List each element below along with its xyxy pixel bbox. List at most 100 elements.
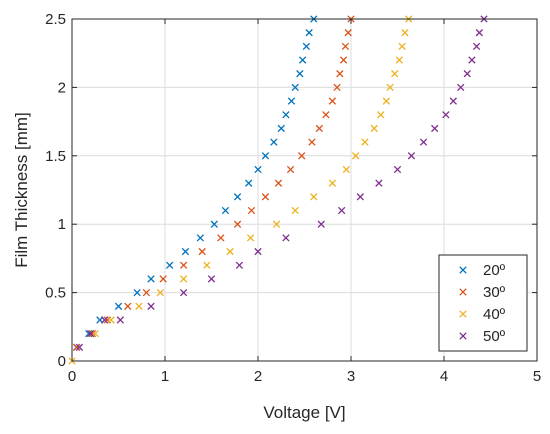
data-point — [124, 302, 132, 310]
marker-stroke — [305, 29, 313, 37]
marker-stroke — [475, 29, 483, 37]
data-point — [72, 343, 81, 351]
legend-marker — [459, 266, 467, 274]
marker-stroke — [375, 179, 383, 187]
legend-label: 40º — [483, 306, 506, 323]
data-point — [375, 179, 383, 187]
marker-stroke — [233, 220, 242, 228]
data-point — [338, 206, 346, 215]
x-tick-label: 3 — [347, 368, 355, 385]
data-point — [351, 152, 360, 160]
marker-stroke — [302, 42, 311, 51]
y-tick-label: 0.5 — [45, 285, 66, 302]
marker-stroke — [386, 83, 394, 92]
x-axis-label: Voltage [V] — [263, 403, 345, 422]
data-point — [272, 220, 281, 228]
marker-stroke — [298, 152, 306, 160]
data-point — [179, 288, 188, 297]
marker-stroke — [124, 302, 132, 310]
marker-stroke — [336, 70, 344, 78]
legend-box — [438, 254, 528, 352]
data-point — [147, 275, 155, 283]
data-point — [391, 70, 399, 78]
data-point — [449, 97, 457, 105]
marker-stroke — [217, 234, 225, 242]
data-point — [247, 206, 256, 215]
data-point — [179, 261, 188, 269]
data-point — [315, 124, 324, 133]
marker-stroke — [328, 97, 337, 105]
marker-stroke — [398, 42, 406, 51]
data-point — [156, 288, 165, 297]
data-point — [431, 124, 439, 133]
data-point — [468, 56, 476, 64]
marker-stroke — [116, 316, 125, 324]
data-point — [277, 124, 285, 133]
y-tick-label: 2.5 — [45, 11, 66, 28]
x-tick-label: 5 — [533, 368, 541, 385]
marker-stroke — [179, 261, 188, 269]
data-point — [401, 29, 409, 37]
marker-stroke — [472, 42, 481, 51]
data-point — [196, 234, 204, 242]
marker-stroke — [235, 261, 244, 269]
data-point — [344, 29, 352, 37]
marker-stroke — [468, 56, 476, 64]
marker-stroke — [291, 206, 299, 215]
data-point — [217, 234, 225, 242]
marker-stroke — [342, 165, 351, 174]
marker-stroke — [341, 42, 350, 51]
axis-ticks: 0 1 2 3 4 5 0 0.5 1 1.5 2 2.5 — [45, 11, 541, 385]
data-point — [377, 111, 385, 119]
data-point — [261, 152, 270, 160]
data-point — [298, 56, 307, 64]
data-point — [341, 42, 350, 51]
data-point — [116, 316, 125, 324]
data-point — [88, 329, 97, 338]
marker-stroke — [333, 83, 341, 92]
data-point — [291, 206, 299, 215]
marker-stroke — [308, 138, 316, 146]
marker-stroke — [382, 97, 390, 105]
data-point — [254, 247, 262, 256]
legend-label: 50º — [483, 328, 506, 345]
data-point — [107, 316, 115, 324]
data-point — [291, 83, 299, 92]
data-point — [147, 302, 155, 310]
marker-stroke — [377, 111, 385, 119]
data-point — [254, 165, 262, 174]
data-point — [463, 70, 471, 78]
marker-stroke — [147, 302, 155, 310]
marker-stroke — [88, 329, 97, 338]
grid — [72, 19, 537, 361]
marker-stroke — [254, 165, 262, 174]
data-point — [165, 261, 174, 269]
marker-stroke — [159, 275, 167, 283]
data-point — [339, 56, 348, 64]
marker-stroke — [328, 179, 337, 187]
marker-stroke — [431, 124, 439, 133]
marker-stroke — [298, 56, 307, 64]
marker-stroke — [133, 288, 141, 297]
y-tick-label: 0 — [58, 353, 66, 370]
legend-label: 20º — [483, 262, 506, 279]
marker-stroke — [344, 29, 352, 37]
marker-stroke — [261, 193, 270, 201]
data-point — [457, 83, 465, 92]
marker-stroke — [210, 220, 218, 228]
data-point — [328, 97, 337, 105]
data-points — [68, 15, 488, 365]
marker-stroke — [156, 288, 165, 297]
marker-stroke — [221, 206, 230, 215]
data-point — [286, 165, 295, 174]
data-point — [100, 316, 109, 324]
data-point — [382, 97, 390, 105]
data-point — [442, 111, 450, 119]
marker-stroke — [449, 97, 457, 105]
marker-stroke — [147, 275, 155, 283]
data-point — [245, 179, 253, 187]
marker-stroke — [165, 261, 174, 269]
data-point — [296, 70, 304, 78]
marker-stroke — [401, 29, 409, 37]
